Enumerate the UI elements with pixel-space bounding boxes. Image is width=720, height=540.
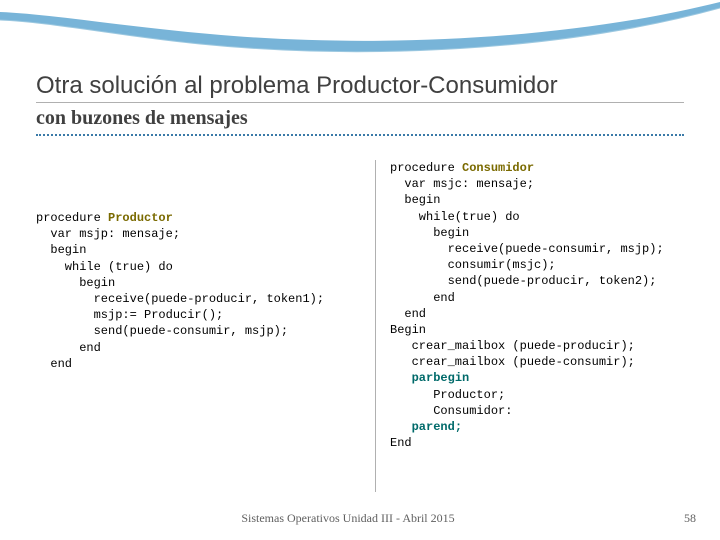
code-line: Consumidor: xyxy=(390,404,512,418)
code-line: while(true) do xyxy=(390,210,520,224)
body-columns: procedure Productor var msjp: mensaje; b… xyxy=(36,160,684,492)
code-line: send(puede-consumir, msjp); xyxy=(36,324,288,338)
code-line: begin xyxy=(390,193,440,207)
code-line: End xyxy=(390,436,412,450)
code-line: consumir(msjc); xyxy=(390,258,556,272)
code-line: end xyxy=(36,357,72,371)
code-line: var msjp: mensaje; xyxy=(36,227,180,241)
code-line: end xyxy=(390,291,455,305)
kw-parbegin: parbegin xyxy=(412,371,470,385)
code-line xyxy=(390,420,412,434)
code-line: var msjc: mensaje; xyxy=(390,177,534,191)
code-line: Productor; xyxy=(390,388,505,402)
footer: Sistemas Operativos Unidad III - Abril 2… xyxy=(0,511,696,526)
code-line: crear_mailbox (puede-producir); xyxy=(390,339,635,353)
slide: Otra solución al problema Productor-Cons… xyxy=(0,0,720,540)
code-line xyxy=(390,371,412,385)
kw-parend: parend; xyxy=(412,420,462,434)
code-line: crear_mailbox (puede-consumir); xyxy=(390,355,635,369)
kw: procedure xyxy=(36,211,108,225)
proc-name: Consumidor xyxy=(462,161,534,175)
code-line: while (true) do xyxy=(36,260,173,274)
title-block: Otra solución al problema Productor-Cons… xyxy=(36,72,684,136)
title-main: Otra solución al problema Productor-Cons… xyxy=(36,72,684,103)
code-line: begin xyxy=(390,226,469,240)
header-swoosh xyxy=(0,0,720,70)
kw: procedure xyxy=(390,161,462,175)
code-line: begin xyxy=(36,276,115,290)
footer-center: Sistemas Operativos Unidad III - Abril 2… xyxy=(0,511,696,526)
title-sub: con buzones de mensajes xyxy=(36,107,684,132)
code-line: end xyxy=(390,307,426,321)
code-line: receive(puede-consumir, msjp); xyxy=(390,242,664,256)
code-line: end xyxy=(36,341,101,355)
proc-name: Productor xyxy=(108,211,173,225)
code-line: Begin xyxy=(390,323,426,337)
title-dotted-rule xyxy=(36,134,684,136)
code-line: send(puede-producir, token2); xyxy=(390,274,656,288)
code-line: begin xyxy=(36,243,86,257)
code-line: receive(puede-producir, token1); xyxy=(36,292,324,306)
code-left: procedure Productor var msjp: mensaje; b… xyxy=(36,160,376,492)
code-line: msjp:= Producir(); xyxy=(36,308,223,322)
code-right: procedure Consumidor var msjc: mensaje; … xyxy=(376,160,684,492)
